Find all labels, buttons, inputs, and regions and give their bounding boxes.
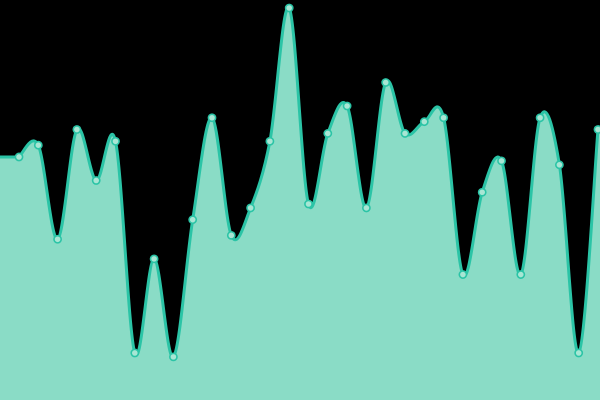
- data-point-marker: [381, 78, 391, 87]
- data-point-marker: [207, 113, 217, 123]
- data-point-marker: [419, 117, 429, 127]
- data-point-marker: [72, 125, 82, 134]
- data-point-marker: [342, 101, 352, 111]
- data-point-markers: [14, 3, 600, 362]
- data-point-marker: [284, 3, 294, 13]
- data-point-marker: [33, 140, 43, 150]
- data-point-marker: [574, 348, 584, 358]
- data-point-marker: [477, 187, 487, 197]
- data-point-marker: [439, 113, 448, 123]
- data-point-marker: [361, 203, 371, 213]
- data-point-marker: [516, 270, 526, 279]
- data-point-marker: [497, 156, 506, 166]
- data-point-marker: [53, 234, 62, 244]
- data-point-marker: [400, 129, 410, 138]
- data-point-marker: [265, 136, 275, 146]
- data-point-marker: [323, 129, 333, 138]
- area-fill-path: [0, 7, 600, 400]
- data-point-marker: [535, 113, 545, 123]
- data-point-marker: [555, 160, 564, 170]
- data-point-marker: [593, 125, 600, 134]
- data-point-marker: [226, 230, 236, 240]
- data-point-marker: [458, 270, 468, 279]
- data-point-marker: [91, 176, 101, 185]
- data-point-marker: [111, 136, 120, 146]
- data-point-marker: [130, 348, 140, 358]
- data-point-marker: [246, 203, 255, 213]
- data-point-marker: [149, 254, 159, 264]
- data-point-marker: [304, 199, 313, 209]
- data-point-marker: [168, 352, 178, 362]
- data-point-marker: [188, 215, 198, 225]
- data-point-marker: [14, 152, 24, 162]
